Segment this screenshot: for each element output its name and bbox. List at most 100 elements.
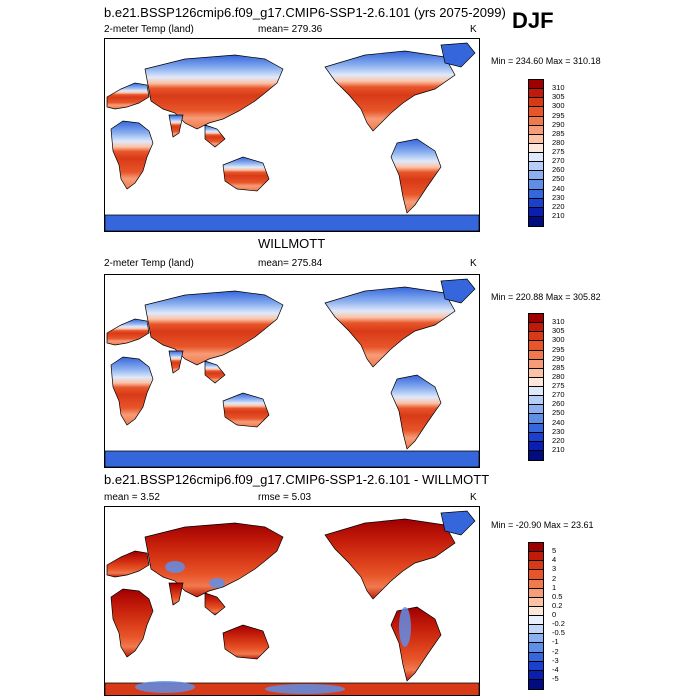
samerica-landmass bbox=[390, 374, 442, 450]
europe-landmass bbox=[106, 550, 150, 578]
colorbar-tick-label: 0 bbox=[552, 610, 557, 619]
africa-landmass bbox=[110, 356, 154, 426]
colorbar-swatch bbox=[529, 396, 543, 406]
colorbar-swatch bbox=[529, 625, 543, 635]
colorbar-tick-label: 295 bbox=[552, 110, 565, 120]
colorbar-swatch bbox=[529, 198, 543, 208]
colorbar-tick-label: -1 bbox=[552, 637, 559, 647]
panel3-title: b.e21.BSSP126cmip6.f09_g17.CMIP6-SSP1-2.… bbox=[104, 472, 490, 487]
colorbar-tick-label: 280 bbox=[552, 137, 565, 147]
panel1-map-svg bbox=[105, 42, 479, 231]
colorbar-swatch bbox=[529, 341, 543, 351]
antarctica-landmass bbox=[105, 214, 479, 231]
anomaly-patch bbox=[135, 681, 195, 693]
namerica-landmass bbox=[324, 50, 456, 132]
colorbar-swatch bbox=[529, 570, 543, 580]
colorbar-swatch bbox=[529, 543, 543, 553]
colorbar-tick-label: 270 bbox=[552, 390, 565, 400]
colorbar-tick-label: 260 bbox=[552, 399, 565, 409]
colorbar-swatch bbox=[529, 634, 543, 644]
australia-landmass bbox=[222, 624, 270, 660]
colorbar-swatch bbox=[529, 80, 543, 90]
panel1-minmax-label: Min = 234.60 Max = 310.18 bbox=[491, 56, 601, 66]
colorbar-swatch bbox=[529, 162, 543, 172]
colorbar-swatch bbox=[529, 116, 543, 126]
colorbar-swatch bbox=[529, 387, 543, 397]
colorbar-swatch bbox=[529, 89, 543, 99]
colorbar-tick-label: 250 bbox=[552, 174, 565, 184]
colorbar-tick-label: 310 bbox=[552, 83, 565, 93]
colorbar-swatch bbox=[529, 314, 543, 324]
colorbar-tick-label: 2 bbox=[552, 573, 557, 583]
india-landmass bbox=[168, 582, 184, 606]
anomaly-patch bbox=[265, 684, 345, 694]
panel3-colorbar bbox=[528, 542, 544, 690]
colorbar-swatch bbox=[529, 359, 543, 369]
colorbar-swatch bbox=[529, 153, 543, 163]
colorbar-swatch bbox=[529, 323, 543, 333]
colorbar-swatch bbox=[529, 350, 543, 360]
colorbar-tick-label: 210 bbox=[552, 444, 565, 454]
colorbar-tick-label: 240 bbox=[552, 417, 565, 427]
colorbar-tick-label: 275 bbox=[552, 381, 565, 390]
panel2-mean-label: mean= 275.84 bbox=[258, 258, 323, 269]
anomaly-patch bbox=[165, 561, 185, 573]
colorbar-swatch bbox=[529, 207, 543, 217]
colorbar-tick-label: 250 bbox=[552, 408, 565, 418]
panel1-colorbar bbox=[528, 79, 544, 227]
europe-landmass bbox=[106, 82, 150, 110]
colorbar-tick-label: -4 bbox=[552, 664, 559, 674]
colorbar-tick-label: 3 bbox=[552, 564, 557, 574]
colorbar-swatch bbox=[529, 368, 543, 378]
colorbar-swatch bbox=[529, 134, 543, 144]
colorbar-tick-label: 220 bbox=[552, 201, 565, 211]
panel1-mean-label: mean= 279.36 bbox=[258, 24, 323, 35]
greenland-landmass bbox=[440, 510, 476, 536]
colorbar-swatch bbox=[529, 616, 543, 626]
asia-landmass bbox=[144, 290, 284, 366]
colorbar-tick-label: -0.5 bbox=[552, 628, 565, 638]
colorbar-swatch bbox=[529, 652, 543, 662]
panel3-units-label: K bbox=[470, 492, 477, 503]
colorbar-tick-label: 210 bbox=[552, 210, 565, 220]
colorbar-tick-label: 285 bbox=[552, 128, 565, 138]
colorbar-tick-label: 290 bbox=[552, 119, 565, 129]
colorbar-tick-label: 270 bbox=[552, 156, 565, 166]
greenland-landmass bbox=[440, 278, 476, 304]
colorbar-swatch bbox=[529, 561, 543, 571]
panel2-minmax-label: Min = 220.88 Max = 305.82 bbox=[491, 292, 601, 302]
colorbar-tick-label: 0.2 bbox=[552, 600, 563, 610]
colorbar-swatch bbox=[529, 423, 543, 433]
panel2-variable-label: 2-meter Temp (land) bbox=[104, 258, 194, 269]
seasia-landmass bbox=[204, 592, 226, 616]
colorbar-swatch bbox=[529, 125, 543, 135]
colorbar-tick-label: 295 bbox=[552, 344, 565, 354]
samerica-landmass bbox=[390, 606, 442, 682]
panel1-units-label: K bbox=[470, 24, 477, 35]
europe-landmass bbox=[106, 318, 150, 346]
colorbar-tick-label: 300 bbox=[552, 335, 565, 345]
panel2-colorbar bbox=[528, 313, 544, 461]
colorbar-swatch bbox=[529, 661, 543, 671]
colorbar-swatch bbox=[529, 579, 543, 589]
colorbar-tick-label: -0.2 bbox=[552, 619, 565, 629]
antarctica-landmass bbox=[105, 450, 479, 467]
anomaly-patch bbox=[209, 578, 225, 588]
asia-landmass bbox=[144, 522, 284, 598]
colorbar-swatch bbox=[529, 332, 543, 342]
colorbar-tick-label: 4 bbox=[552, 555, 557, 565]
colorbar-swatch bbox=[529, 441, 543, 451]
colorbar-tick-label: 260 bbox=[552, 165, 565, 175]
panel3-mean-label: mean = 3.52 bbox=[104, 492, 160, 503]
greenland-landmass bbox=[440, 42, 476, 68]
colorbar-tick-label: 230 bbox=[552, 192, 565, 202]
colorbar-swatch bbox=[529, 414, 543, 424]
colorbar-swatch bbox=[529, 588, 543, 598]
panel1-variable-label: 2-meter Temp (land) bbox=[104, 24, 194, 35]
colorbar-swatch bbox=[529, 643, 543, 653]
panel2-units-label: K bbox=[470, 258, 477, 269]
colorbar-tick-label: 1 bbox=[552, 582, 557, 592]
colorbar-swatch bbox=[529, 189, 543, 199]
panel2-map-svg bbox=[105, 278, 479, 467]
colorbar-tick-label: -3 bbox=[552, 655, 559, 665]
